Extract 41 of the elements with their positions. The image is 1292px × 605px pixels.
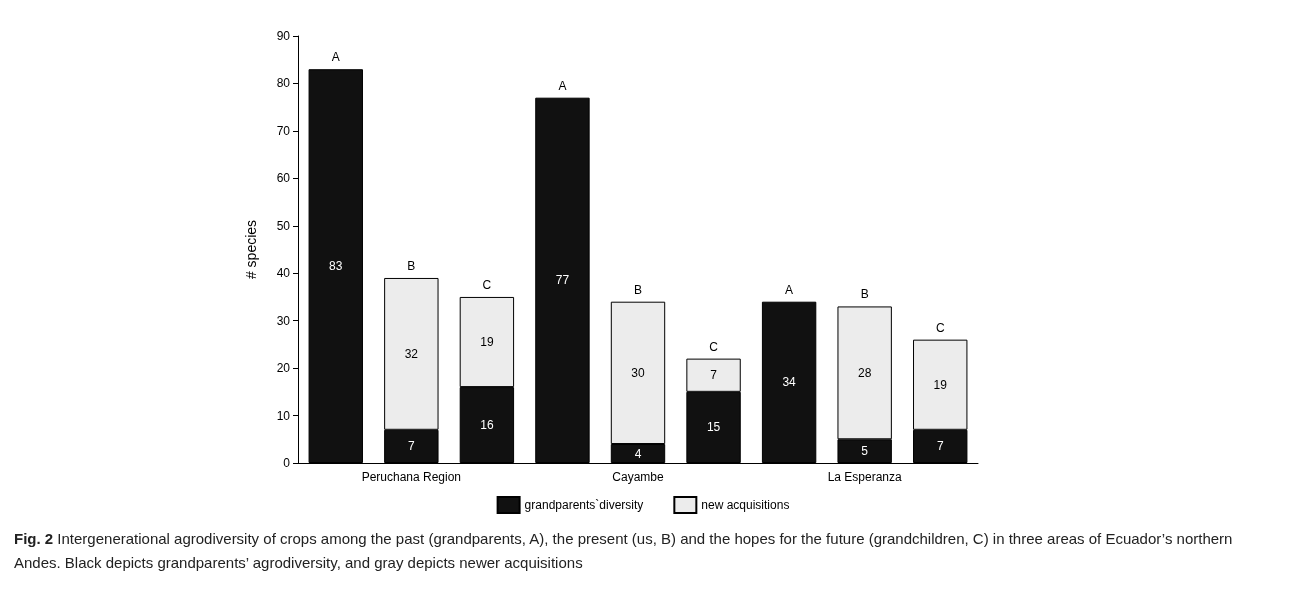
data-label: 83: [329, 259, 343, 274]
data-label: 34: [782, 375, 797, 390]
y-tick-label: 90: [276, 29, 291, 43]
text: Fig. 2 Intergenerational agrodiversity of crops among the past (grandparents, A), the present (us, B) and the hopes for the future (grandchildren, C) in three areas of Ecuador’s northern Andes. Black depicts grandparents’ agrodiversity, and gray depicts newer acquisitions: [13, 529, 1234, 573]
data-label: 15: [706, 420, 721, 435]
annotation: C: [709, 339, 719, 354]
x-tick-label: Cayambe: [612, 470, 664, 484]
y-tick-label: 80: [276, 76, 291, 91]
y-tick-label: 40: [276, 266, 291, 281]
data-label: 19: [933, 377, 948, 392]
legend-label: grandparents`diversity: [524, 498, 644, 512]
data-label: 19: [480, 335, 494, 350]
annotation: B: [633, 282, 643, 297]
annotation: C: [482, 277, 492, 292]
annotation: C: [935, 320, 945, 335]
y-tick-label: 10: [276, 408, 291, 423]
data-label: 7: [710, 368, 718, 383]
y-tick-label: 50: [276, 218, 291, 233]
y-tick-label: 30: [276, 313, 291, 328]
annotation: B: [860, 287, 869, 302]
data-label: 7: [407, 439, 415, 454]
legend-label: new acquisitions: [701, 498, 790, 512]
x-tick-label: La Esperanza: [827, 470, 903, 484]
data-label: 32: [404, 346, 419, 361]
y-tick-label: 20: [276, 361, 291, 376]
annotation: A: [331, 50, 340, 65]
y-tick-label: 60: [276, 171, 291, 186]
data-label: 28: [857, 365, 872, 380]
data-label: 16: [480, 418, 494, 433]
data-label: 7: [936, 439, 944, 454]
annotation: B: [407, 258, 416, 273]
data-label: 5: [861, 444, 869, 459]
y-axis-title: # species: [243, 219, 259, 280]
annotation: A: [558, 78, 567, 93]
data-label: 77: [555, 273, 570, 288]
data-label: 4: [634, 446, 642, 461]
y-tick-label: 70: [276, 123, 291, 138]
x-tick-label: Peruchana Region: [361, 470, 462, 484]
data-label: 30: [631, 365, 645, 380]
annotation: A: [785, 282, 794, 297]
y-tick-label: 0: [283, 456, 291, 470]
